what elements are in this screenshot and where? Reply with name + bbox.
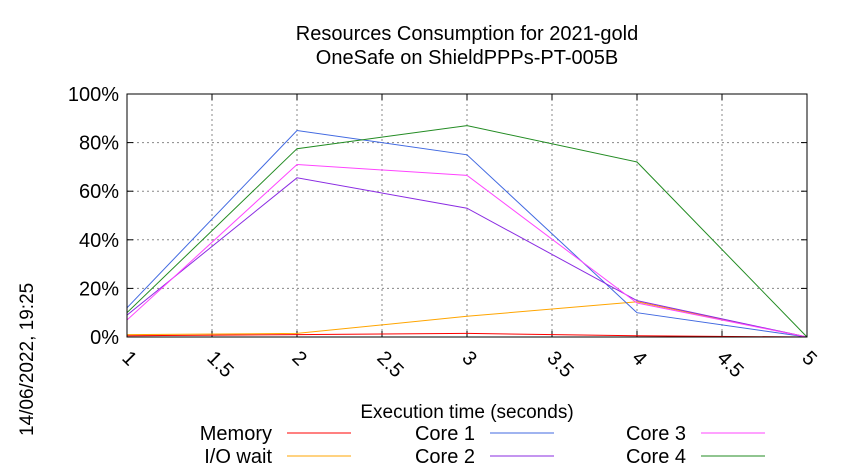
legend-label-core-3: Core 3 <box>626 423 686 445</box>
x-tick-label: 4 <box>627 347 650 370</box>
x-tick-label: 5 <box>797 347 820 370</box>
legend-label-core-2: Core 2 <box>415 446 475 468</box>
x-tick-label: 4.5 <box>712 347 747 382</box>
series-line-i-o-wait <box>126 301 808 338</box>
timestamp: 14/06/2022, 19:25 <box>17 283 38 436</box>
series-line-memory <box>126 332 808 338</box>
x-tick-label: 2 <box>287 347 310 370</box>
series-line-core-2 <box>126 177 808 338</box>
series-line-core-4 <box>126 125 808 338</box>
x-tick-label: 2.5 <box>372 347 407 382</box>
y-axis-ticks: 0% 20% 40% 60% 80% 100% <box>68 84 807 349</box>
x-tick-label: 1 <box>117 347 140 370</box>
y-tick-label: 100% <box>68 84 119 106</box>
legend-label-core-4: Core 4 <box>626 446 686 468</box>
legend-label-core-1: Core 1 <box>415 423 475 445</box>
chart-title-line-1: Resources Consumption for 2021-gold <box>296 23 638 45</box>
y-tick-label: 0% <box>90 327 119 349</box>
legend-label-memory: Memory <box>200 423 272 445</box>
series-line-core-3 <box>126 163 808 338</box>
y-tick-label: 60% <box>79 181 119 203</box>
grid <box>127 94 807 337</box>
y-tick-label: 80% <box>79 133 119 155</box>
x-tick-label: 1.5 <box>202 347 237 382</box>
y-tick-label: 20% <box>79 278 119 300</box>
series-lines <box>126 125 808 338</box>
x-tick-label: 3.5 <box>542 347 577 382</box>
series-line-core-1 <box>126 129 808 338</box>
legend-label-i-o-wait: I/O wait <box>204 446 272 468</box>
x-axis-label: Execution time (seconds) <box>360 402 573 423</box>
y-tick-label: 40% <box>79 230 119 252</box>
plot-frame <box>126 93 808 338</box>
x-tick-label: 3 <box>457 347 480 370</box>
chart-title-line-2: OneSafe on ShieldPPPs-PT-005B <box>316 47 618 69</box>
